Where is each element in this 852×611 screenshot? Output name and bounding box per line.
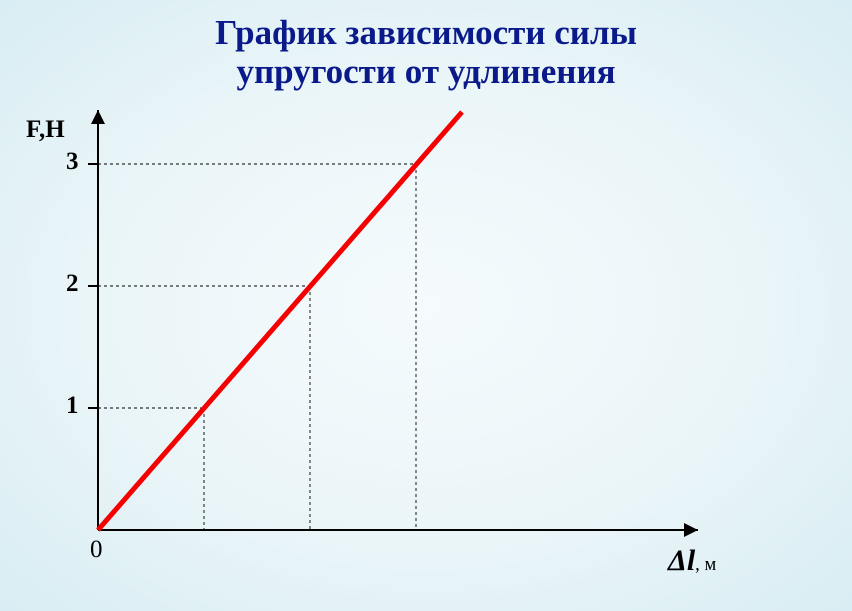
x-axis-delta: Δ bbox=[668, 544, 687, 577]
y-tick-label: 3 bbox=[66, 148, 79, 176]
y-axis-label: F,H bbox=[26, 116, 65, 144]
x-axis-label: Δl, м bbox=[668, 544, 716, 578]
chart-area: F,H Δl, м 0 1 2 3 bbox=[0, 0, 852, 611]
x-axis-unit: , м bbox=[695, 554, 716, 575]
origin-label: 0 bbox=[90, 536, 103, 564]
y-tick-label: 2 bbox=[66, 270, 79, 298]
chart-svg bbox=[0, 0, 852, 611]
x-axis-var: l bbox=[687, 544, 695, 577]
y-tick-label: 1 bbox=[66, 392, 79, 420]
